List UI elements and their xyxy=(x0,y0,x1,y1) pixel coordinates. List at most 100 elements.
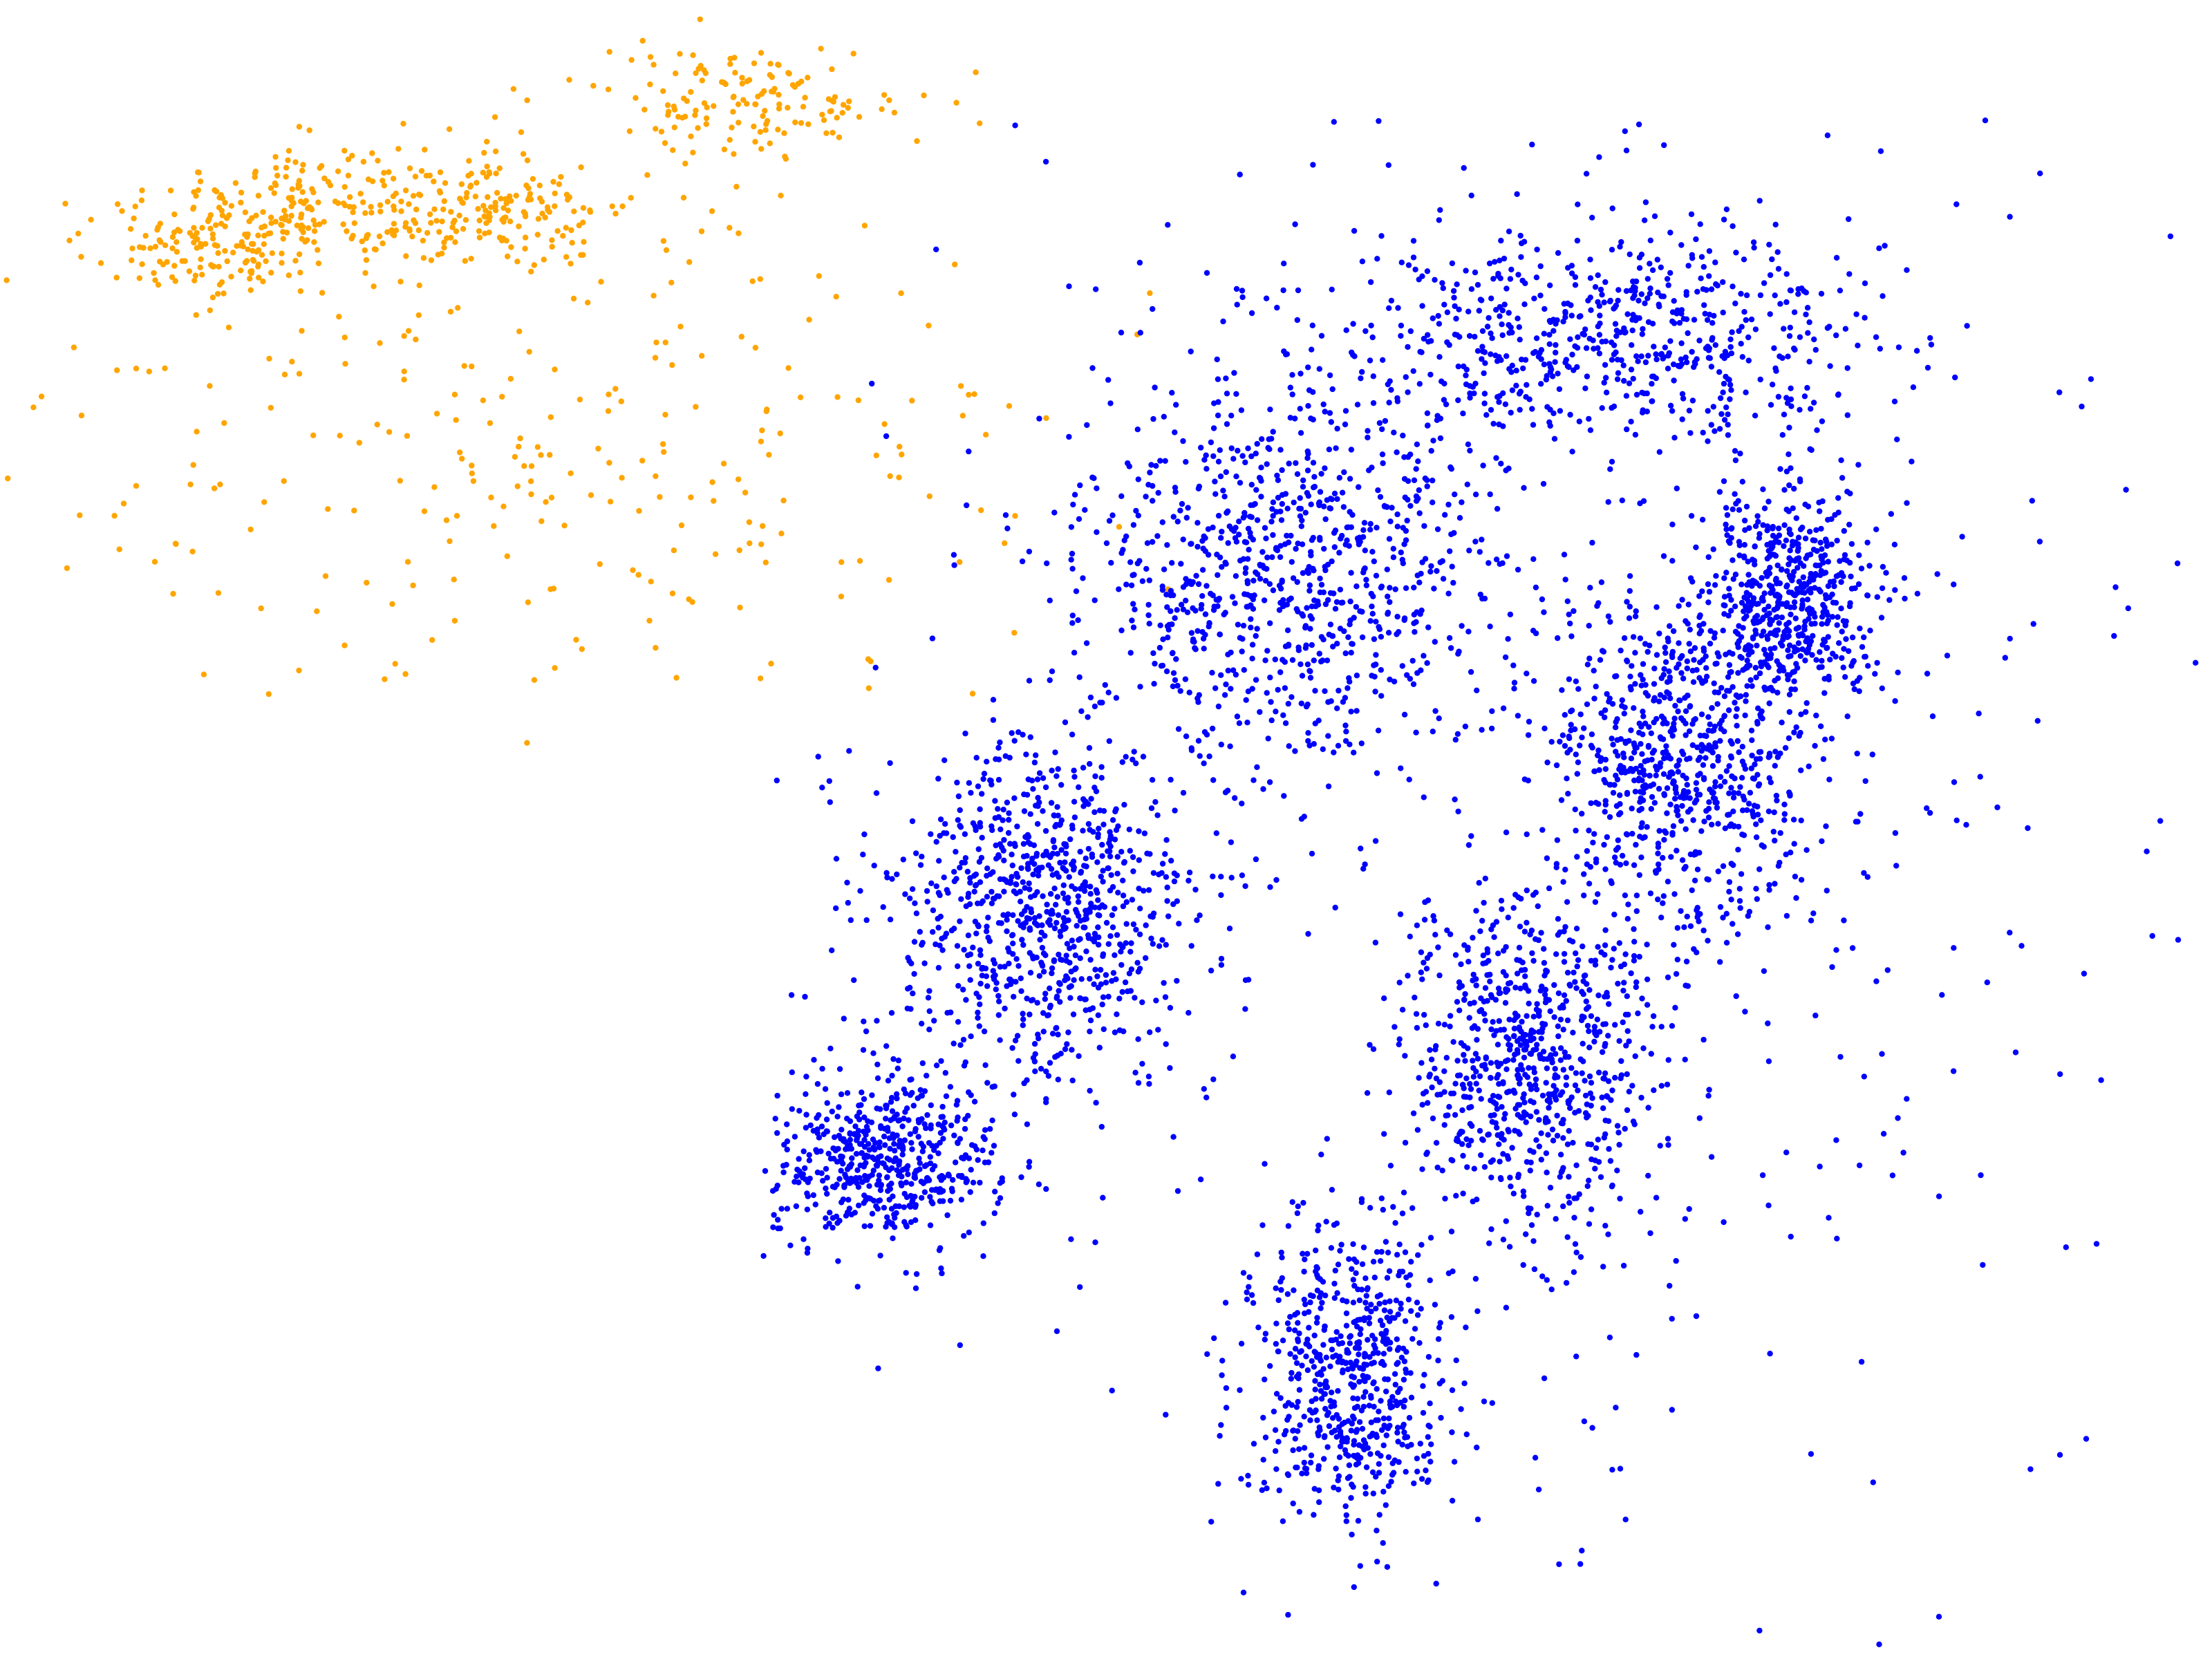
point-s1-688 xyxy=(341,642,348,648)
point-s2-596 xyxy=(887,760,893,767)
point-s2-1255 xyxy=(1051,957,1058,964)
point-s2-3865 xyxy=(1700,645,1707,652)
point-s2-3733 xyxy=(1653,604,1660,610)
point-s2-2149 xyxy=(1135,512,1142,518)
point-s1-703 xyxy=(688,494,694,500)
point-s2-4067 xyxy=(1692,851,1699,857)
point-s1-606 xyxy=(764,118,771,124)
point-s2-1962 xyxy=(1276,583,1283,589)
point-s2-770 xyxy=(1218,874,1224,880)
point-s2-1966 xyxy=(1329,633,1336,639)
point-s1-550 xyxy=(688,88,694,95)
point-s2-3048 xyxy=(1874,594,1880,600)
point-s2-40 xyxy=(887,1145,893,1152)
point-s2-2765 xyxy=(1611,403,1618,410)
point-s2-1775 xyxy=(1185,505,1191,511)
point-s1-345 xyxy=(587,209,594,215)
point-s2-1078 xyxy=(917,928,924,935)
point-s2-2875 xyxy=(1819,546,1825,552)
point-s1-33 xyxy=(247,287,254,293)
point-s2-3693 xyxy=(1715,758,1721,764)
point-s2-2032 xyxy=(1289,657,1296,663)
point-s2-167 xyxy=(818,1123,825,1130)
point-s2-1446 xyxy=(1168,608,1174,615)
point-s1-167 xyxy=(386,169,392,176)
point-s1-18 xyxy=(139,261,145,268)
point-s2-3380 xyxy=(1638,762,1644,769)
point-s2-805 xyxy=(942,821,948,827)
point-s1-557 xyxy=(711,103,717,109)
point-s2-850 xyxy=(894,871,900,878)
point-s2-451 xyxy=(903,1166,910,1172)
point-s2-490 xyxy=(883,1105,890,1112)
point-s2-484 xyxy=(800,1171,807,1177)
point-s1-669 xyxy=(834,394,841,400)
point-s2-503 xyxy=(885,1219,892,1225)
point-s2-2410 xyxy=(1795,291,1801,297)
point-s2-1814 xyxy=(1304,448,1311,455)
point-s2-2752 xyxy=(1509,329,1515,336)
point-s2-83 xyxy=(800,1148,807,1154)
point-s2-2243 xyxy=(1691,317,1698,323)
point-s2-3936 xyxy=(1548,739,1555,745)
point-s2-918 xyxy=(1027,894,1034,900)
point-s2-1872 xyxy=(1270,532,1276,538)
point-s2-2492 xyxy=(1453,315,1459,322)
point-s2-822 xyxy=(931,1018,937,1024)
point-s2-645 xyxy=(963,997,969,1003)
point-s1-543 xyxy=(839,110,845,116)
point-s2-2846 xyxy=(1846,521,1853,528)
point-s2-958 xyxy=(1053,901,1059,908)
point-s1-675 xyxy=(443,517,450,523)
point-s1-510 xyxy=(830,99,837,105)
point-s2-2088 xyxy=(1480,462,1486,469)
point-s1-217 xyxy=(391,221,397,227)
point-s2-2699 xyxy=(1655,289,1661,296)
point-s2-2008 xyxy=(1421,794,1427,800)
point-s2-3598 xyxy=(1679,597,1685,603)
point-s2-3964 xyxy=(1785,735,1792,742)
point-s2-3100 xyxy=(1773,614,1779,621)
point-s2-1613 xyxy=(1331,544,1338,550)
point-s2-2569 xyxy=(1632,431,1639,438)
point-s2-831 xyxy=(1081,888,1088,894)
point-s2-3377 xyxy=(1774,689,1781,696)
point-s2-3546 xyxy=(1592,957,1599,964)
point-s2-2763 xyxy=(1792,346,1798,353)
point-s2-1550 xyxy=(1069,612,1076,619)
point-s2-2560 xyxy=(1435,312,1441,319)
point-s1-713 xyxy=(221,290,227,297)
point-s2-1347 xyxy=(1034,821,1041,827)
point-s1-627 xyxy=(757,675,764,682)
point-s2-4036 xyxy=(1671,720,1677,727)
point-s2-1819 xyxy=(1293,545,1299,552)
point-s2-3933 xyxy=(1596,767,1602,774)
point-s2-4014 xyxy=(1702,677,1709,684)
point-s2-502 xyxy=(900,1144,906,1150)
point-s1-235 xyxy=(132,203,138,209)
point-s1-559 xyxy=(727,61,733,67)
point-s2-2081 xyxy=(1347,598,1353,605)
point-s2-4053 xyxy=(1564,749,1571,756)
point-s2-262 xyxy=(883,1116,889,1122)
point-s1-704 xyxy=(296,371,303,377)
point-s2-627 xyxy=(1011,993,1017,1000)
point-s2-448 xyxy=(869,1210,876,1217)
point-s2-3817 xyxy=(1698,828,1705,834)
point-s2-3511 xyxy=(1575,686,1582,692)
point-s2-2273 xyxy=(1412,266,1418,273)
point-s2-1496 xyxy=(1161,413,1168,420)
point-s2-1684 xyxy=(1275,494,1282,501)
point-s2-410 xyxy=(899,1182,905,1189)
point-s2-2292 xyxy=(1698,254,1705,260)
point-s2-2471 xyxy=(1566,364,1572,371)
point-s1-744 xyxy=(402,671,409,677)
point-s1-465 xyxy=(525,197,532,203)
point-s2-3907 xyxy=(1721,575,1727,581)
point-s2-3406 xyxy=(1671,891,1678,897)
point-s1-165 xyxy=(279,260,285,266)
point-s2-2069 xyxy=(1373,619,1379,625)
point-s1-92 xyxy=(191,239,197,246)
point-s2-150 xyxy=(881,1133,888,1140)
point-s2-1742 xyxy=(1345,634,1351,640)
